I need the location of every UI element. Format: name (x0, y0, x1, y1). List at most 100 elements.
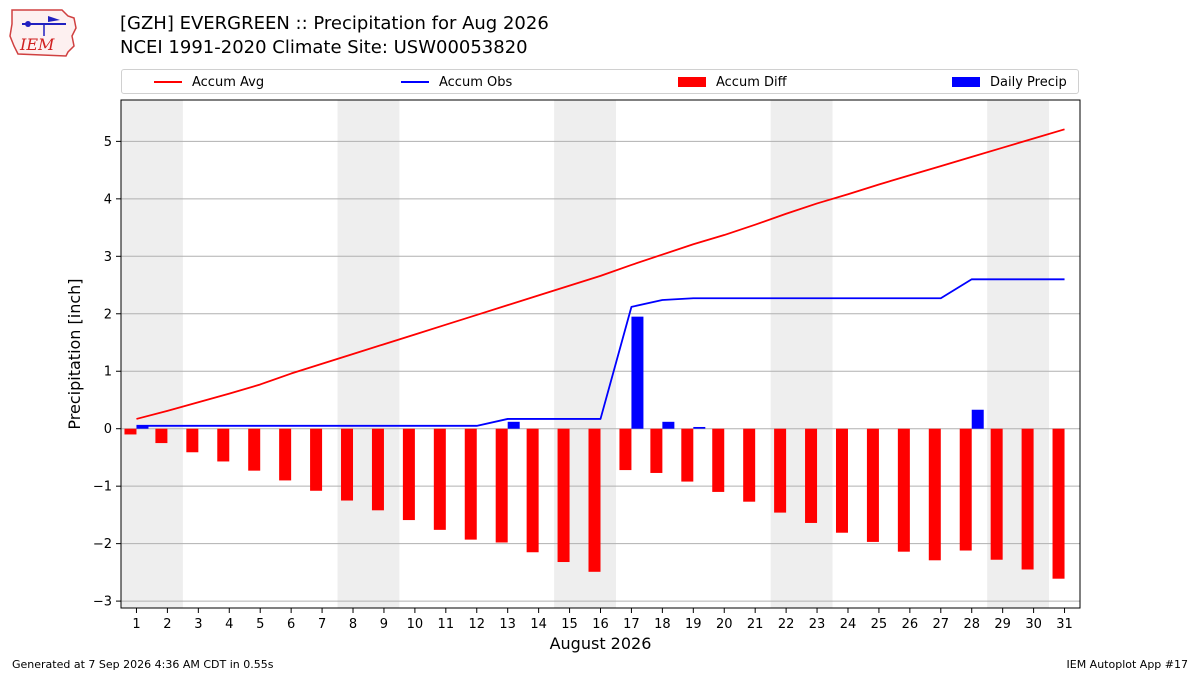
x-axis-label: August 2026 (550, 634, 652, 653)
x-tick-label: 16 (592, 617, 609, 632)
accum-diff-bar (959, 428, 972, 551)
accum-diff-bar (1021, 428, 1034, 570)
x-tick-label: 5 (256, 617, 264, 632)
daily-precip-bar (662, 421, 675, 429)
y-tick-label: 3 (104, 250, 112, 265)
accum-diff-bar (495, 428, 508, 543)
x-tick-label: 14 (530, 617, 547, 632)
x-tick-label: 19 (685, 617, 702, 632)
accum-diff-bar (743, 428, 756, 502)
accum-diff-bar (433, 428, 446, 530)
accum-diff-bar (805, 428, 818, 523)
accum-diff-bar (248, 428, 261, 471)
accum-diff-bar (774, 428, 787, 513)
legend-swatch-accum-diff (678, 77, 706, 87)
legend-label-accum-diff: Accum Diff (716, 74, 787, 90)
x-tick-label: 7 (318, 617, 326, 632)
accum-diff-bar (341, 428, 354, 501)
daily-precip-bar (136, 425, 149, 429)
daily-precip-bar (631, 316, 644, 429)
x-tick-label: 3 (194, 617, 202, 632)
x-tick-label: 28 (963, 617, 980, 632)
accum-avg-line (136, 128, 1065, 420)
y-tick-label: −1 (93, 480, 112, 495)
iem-logo: IEM (8, 6, 80, 58)
x-tick-label: 10 (407, 617, 424, 632)
y-axis-label: Precipitation [inch] (65, 278, 84, 429)
x-tick-label: 21 (747, 617, 764, 632)
legend-item-accum-obs: Accum Obs (401, 74, 512, 90)
y-axis-ticks: −3 −2 −1 0 1 2 3 4 5 (93, 135, 121, 610)
legend-label-accum-avg: Accum Avg (192, 74, 265, 90)
accum-diff-bar (897, 428, 910, 552)
accum-diff-bar (712, 428, 725, 492)
x-tick-label: 12 (468, 617, 485, 632)
x-tick-label: 30 (1025, 617, 1042, 632)
y-tick-label: −2 (93, 537, 112, 552)
x-tick-label: 4 (225, 617, 233, 632)
series-lines (136, 128, 1065, 427)
accum-diff-bar (650, 428, 663, 473)
accum-diff-bar (124, 428, 137, 435)
x-axis-ticks: 1 2 3 4 5 6 7 8 9 10 11 12 13 14 15 16 17 18 19 20 21 22 23 24 2… (132, 608, 1073, 632)
y-tick-label: 1 (104, 365, 112, 380)
x-tick-label: 27 (933, 617, 950, 632)
x-tick-label: 26 (902, 617, 919, 632)
weekend-band (121, 100, 183, 608)
accum-diff-bar (990, 428, 1003, 560)
accum-diff-bar (371, 428, 384, 511)
daily-precip-bar (507, 421, 520, 429)
x-tick-label: 25 (871, 617, 888, 632)
chart-title: [GZH] EVERGREEN :: Precipitation for Aug… (120, 13, 549, 34)
accum-diff-bar (526, 428, 539, 553)
x-tick-label: 13 (499, 617, 516, 632)
y-tick-label: −3 (93, 595, 112, 610)
accum-diff-bar (681, 428, 694, 482)
x-tick-label: 15 (561, 617, 578, 632)
legend-swatch-accum-avg (154, 81, 182, 83)
accum-diff-bar (186, 428, 199, 453)
daily-precip-bar (971, 409, 984, 429)
chart-subtitle: NCEI 1991-2020 Climate Site: USW00053820 (120, 37, 528, 58)
x-tick-label: 20 (716, 617, 733, 632)
footer-generated: Generated at 7 Sep 2026 4:36 AM CDT in 0… (12, 658, 274, 671)
x-tick-label: 6 (287, 617, 295, 632)
weekend-band (770, 100, 833, 608)
y-tick-label: 0 (104, 422, 112, 437)
legend-label-daily-precip: Daily Precip (990, 74, 1067, 90)
accum-diff-bar (464, 428, 477, 540)
x-tick-label: 8 (349, 617, 357, 632)
legend-swatch-daily-precip (952, 77, 980, 87)
legend-item-accum-diff: Accum Diff (678, 74, 787, 90)
accum-diff-bar (588, 428, 601, 572)
accum-diff-bar (310, 428, 323, 491)
x-tick-label: 31 (1056, 617, 1073, 632)
legend: Accum Avg Accum Obs Accum Diff Daily Pre… (121, 69, 1079, 94)
logo-text: IEM (19, 35, 55, 54)
daily-precip-bar (693, 426, 706, 429)
accum-diff-bar (835, 428, 848, 533)
accum-diff-bar (155, 428, 168, 444)
x-tick-label: 23 (809, 617, 826, 632)
accum-diff-bar (279, 428, 292, 481)
legend-label-accum-obs: Accum Obs (439, 74, 513, 90)
footer-app: IEM Autoplot App #17 (1066, 658, 1189, 671)
legend-item-accum-avg: Accum Avg (154, 74, 264, 90)
accum-diff-bar (1052, 428, 1065, 579)
x-tick-label: 22 (778, 617, 795, 632)
accum-diff-bar (619, 428, 632, 471)
accum-obs-line (136, 278, 1065, 427)
x-tick-label: 9 (380, 617, 388, 632)
x-tick-label: 24 (840, 617, 857, 632)
y-tick-label: 5 (104, 135, 112, 150)
y-tick-label: 2 (104, 307, 112, 322)
legend-swatch-accum-obs (401, 81, 429, 83)
accum-diff-bar (402, 428, 415, 521)
y-tick-label: 4 (104, 192, 112, 207)
accum-diff-bar (217, 428, 230, 462)
accum-diff-bar (928, 428, 941, 561)
x-tick-label: 11 (438, 617, 455, 632)
accum-diff-bar (866, 428, 879, 542)
weekend-band (337, 100, 400, 608)
